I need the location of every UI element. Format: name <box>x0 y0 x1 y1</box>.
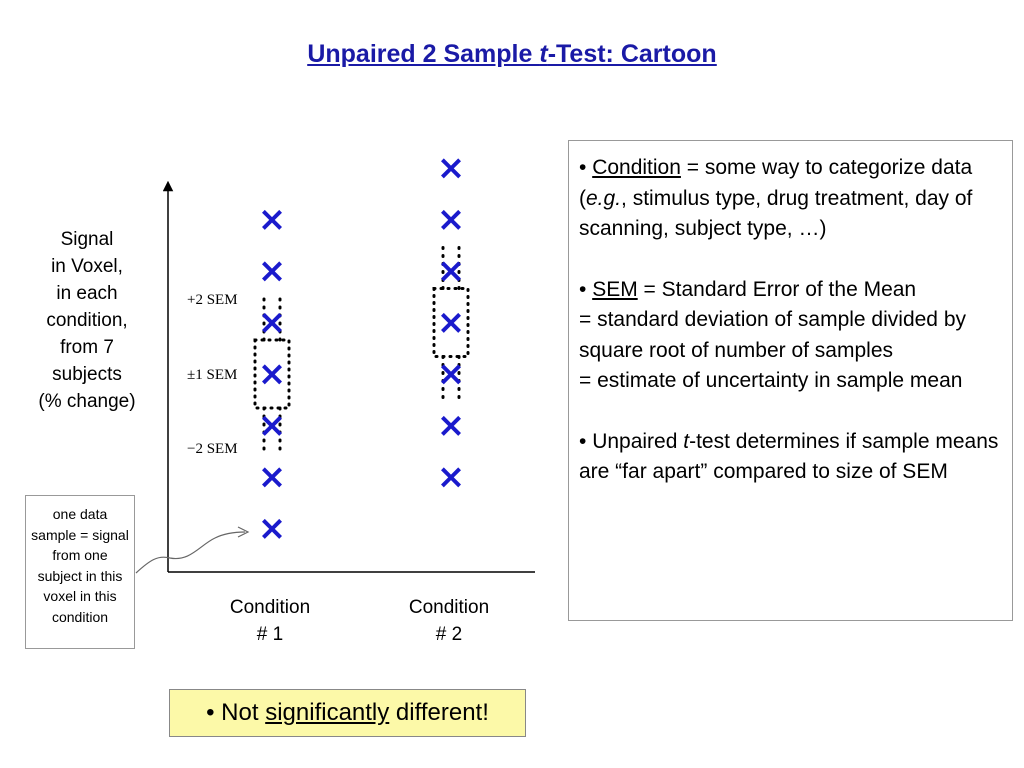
sem1-band-1 <box>253 338 291 410</box>
data-point-c2-6: × <box>437 406 466 446</box>
data-point-c2-4: × <box>437 303 466 343</box>
sem1-band-2 <box>432 287 470 358</box>
data-point-c2-1: × <box>437 148 466 188</box>
definitions-box: • Condition = some way to categorize dat… <box>568 140 1013 621</box>
callout-arrow <box>135 531 246 574</box>
sem-label-plus2: +2 SEM <box>187 292 238 308</box>
bullet-ttest: • Unpaired t-test determines if sample m… <box>579 429 999 484</box>
data-point-c1-4: × <box>258 354 287 394</box>
data-point-c1-5: × <box>258 406 287 446</box>
condition-2-label: Condition # 2 <box>408 597 490 645</box>
data-point-c1-6: × <box>258 457 287 497</box>
data-point-c1-2: × <box>258 251 287 291</box>
bullet-sem: • SEM = Standard Error of the Mean = stan… <box>579 277 966 393</box>
y-axis-label: Signal in Voxel, in each condition, from… <box>38 229 136 412</box>
data-point-c1-1: × <box>258 200 287 240</box>
sem-label-plus1: ±1 SEM <box>187 367 238 383</box>
data-point-c1-7: × <box>258 509 287 549</box>
data-sample-annotation: one data sample = signal from one subjec… <box>25 495 135 649</box>
data-point-c2-3: × <box>437 251 466 291</box>
slide-title: Unpaired 2 Sample t-Test: Cartoon <box>307 40 717 68</box>
data-point-c2-2: × <box>437 200 466 240</box>
data-point-c1-3: × <box>258 303 287 343</box>
data-point-c2-7: × <box>437 457 466 497</box>
verdict-box: • Not significantly different! <box>169 689 526 737</box>
condition-1-label: Condition # 1 <box>229 597 311 645</box>
sem-label-minus2: −2 SEM <box>187 441 238 457</box>
bullet-condition: • Condition = some way to categorize dat… <box>579 156 973 240</box>
data-point-c2-5: × <box>437 354 466 394</box>
